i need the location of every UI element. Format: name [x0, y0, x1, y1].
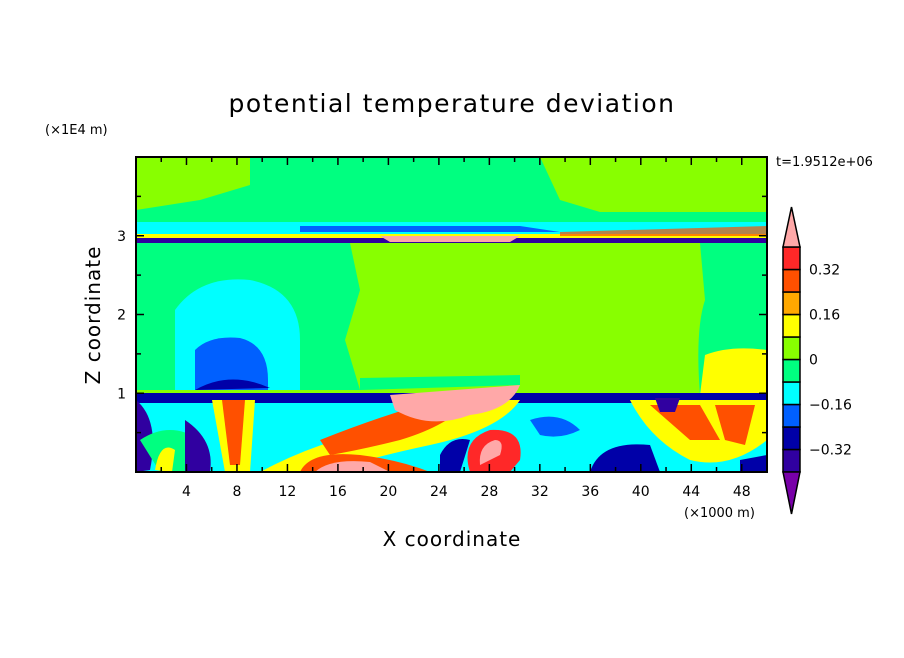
y-tick-label: 2: [117, 308, 126, 324]
time-label: t=1.9512e+06: [776, 155, 873, 170]
colorbar-under-triangle: [782, 471, 801, 515]
x-tick-label: 40: [632, 484, 650, 500]
colorbar-label: 0.32: [809, 263, 840, 279]
band-orange: [560, 226, 767, 236]
colorbar-box: [782, 336, 801, 361]
x-tick-label: 48: [733, 484, 751, 500]
x-tick-label: 8: [232, 484, 241, 500]
colorbar-box: [782, 291, 801, 316]
region-mid-low: [360, 375, 520, 390]
colorbar-box: [782, 381, 801, 406]
colorbar-box: [782, 268, 801, 293]
region-upper-neutral: [136, 157, 767, 232]
warm-swirl-core: [155, 447, 175, 472]
cold-pocket-2: [185, 420, 211, 472]
colorbar: 0.32 0.16 0 −0.16 −0.32: [782, 206, 852, 515]
chart-title: potential temperature deviation: [229, 89, 676, 118]
warm-right: [700, 348, 767, 395]
x-tick-label: 36: [581, 484, 599, 500]
x-tick-label: 12: [279, 484, 297, 500]
contour-field: [136, 157, 767, 472]
x-tick-label: 16: [329, 484, 347, 500]
turbulent-cold: [655, 398, 680, 412]
colorbar-label: −0.32: [809, 443, 852, 459]
cold-core: [195, 379, 270, 390]
band-pink: [380, 236, 520, 242]
colorbar-box: [782, 358, 801, 383]
cold-pocket-4: [530, 416, 580, 437]
turbulent-right-core: [650, 405, 755, 445]
cold-plume: [195, 337, 268, 390]
colorbar-over-triangle: [782, 206, 801, 248]
x-tick-label: 44: [682, 484, 700, 500]
plume-x8-core: [222, 400, 245, 465]
y-unit-label: (×1E4 m): [45, 123, 108, 138]
colorbar-box: [782, 426, 801, 451]
band-blue: [300, 226, 560, 232]
cold-pocket-1: [136, 400, 153, 472]
colorbar-label: −0.16: [809, 398, 852, 414]
x-tick-label: 4: [182, 484, 191, 500]
warm-base-core: [315, 461, 390, 472]
x-tick-label: 28: [480, 484, 498, 500]
eddy-x28-core: [479, 440, 502, 465]
warm-cap: [390, 385, 520, 422]
x-unit-label: (×1000 m): [684, 506, 755, 521]
x-tick-label: 32: [531, 484, 549, 500]
x-tick-label: 24: [430, 484, 448, 500]
colorbar-box: [782, 246, 801, 271]
cold-pocket-3: [590, 444, 660, 472]
x-tick-label: 20: [379, 484, 397, 500]
y-axis-label: Z coordinate: [81, 246, 105, 385]
colorbar-box: [782, 403, 801, 428]
colorbar-label: 0.16: [809, 308, 840, 324]
y-tick-label: 3: [117, 229, 126, 245]
y-tick-label: 1: [117, 386, 126, 402]
colorbar-box: [782, 448, 801, 473]
colorbar-label: 0: [809, 353, 818, 369]
cold-pocket-5: [740, 455, 767, 472]
cold-eddy: [440, 439, 470, 472]
x-axis-label: X coordinate: [383, 527, 522, 551]
colorbar-box: [782, 313, 801, 338]
